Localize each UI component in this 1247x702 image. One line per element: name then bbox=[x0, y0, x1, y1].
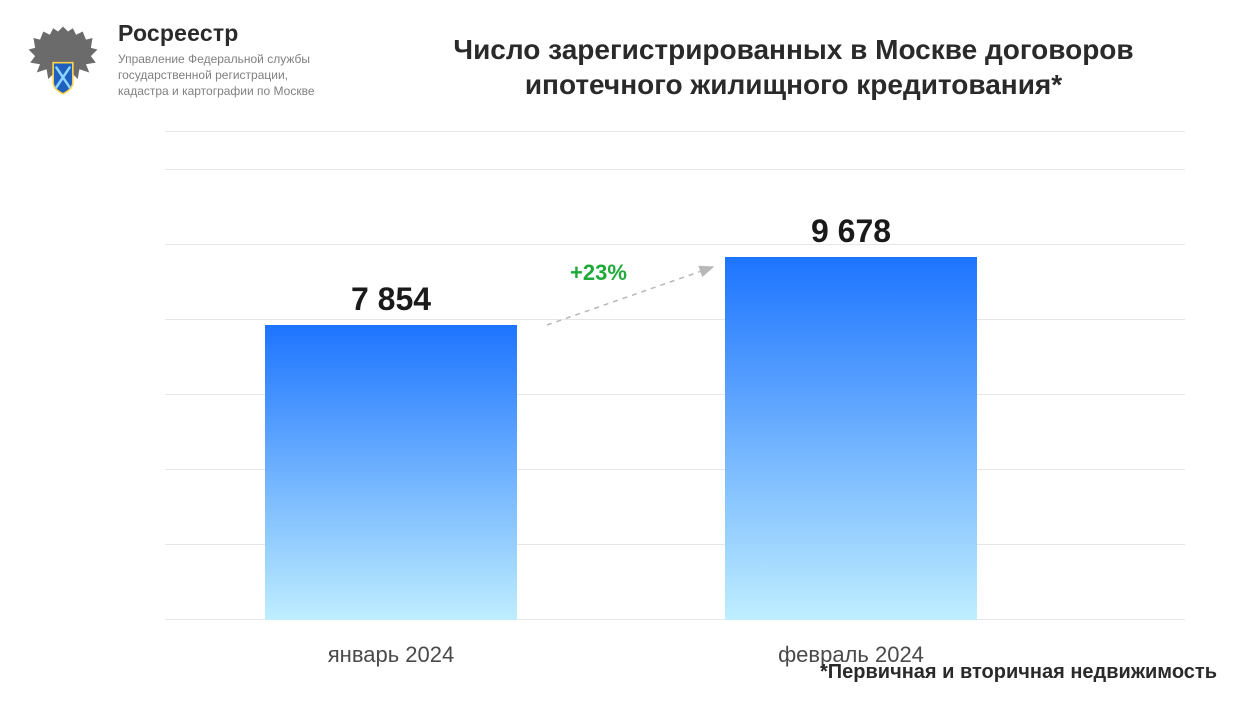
org-subtitle: Управление Федеральной службы государств… bbox=[118, 51, 318, 100]
page-root: Росреестр Управление Федеральной службы … bbox=[0, 0, 1247, 702]
title-line-2: ипотечного жилищного кредитования* bbox=[525, 69, 1062, 100]
chart-title: Число зарегистрированных в Москве догово… bbox=[360, 32, 1227, 102]
title-line-1: Число зарегистрированных в Москве догово… bbox=[453, 34, 1133, 65]
x-axis-label: январь 2024 bbox=[265, 642, 517, 668]
footnote: *Первичная и вторичная недвижимость bbox=[820, 661, 1217, 684]
emblem-icon bbox=[22, 20, 104, 102]
logo-block: Росреестр Управление Федеральной службы … bbox=[22, 20, 318, 102]
logo-text: Росреестр Управление Федеральной службы … bbox=[118, 20, 318, 100]
org-name: Росреестр bbox=[118, 20, 318, 47]
change-arrow-icon bbox=[165, 132, 1185, 620]
bar-chart: январь 20247 854февраль 20249 678+23% bbox=[165, 132, 1185, 620]
